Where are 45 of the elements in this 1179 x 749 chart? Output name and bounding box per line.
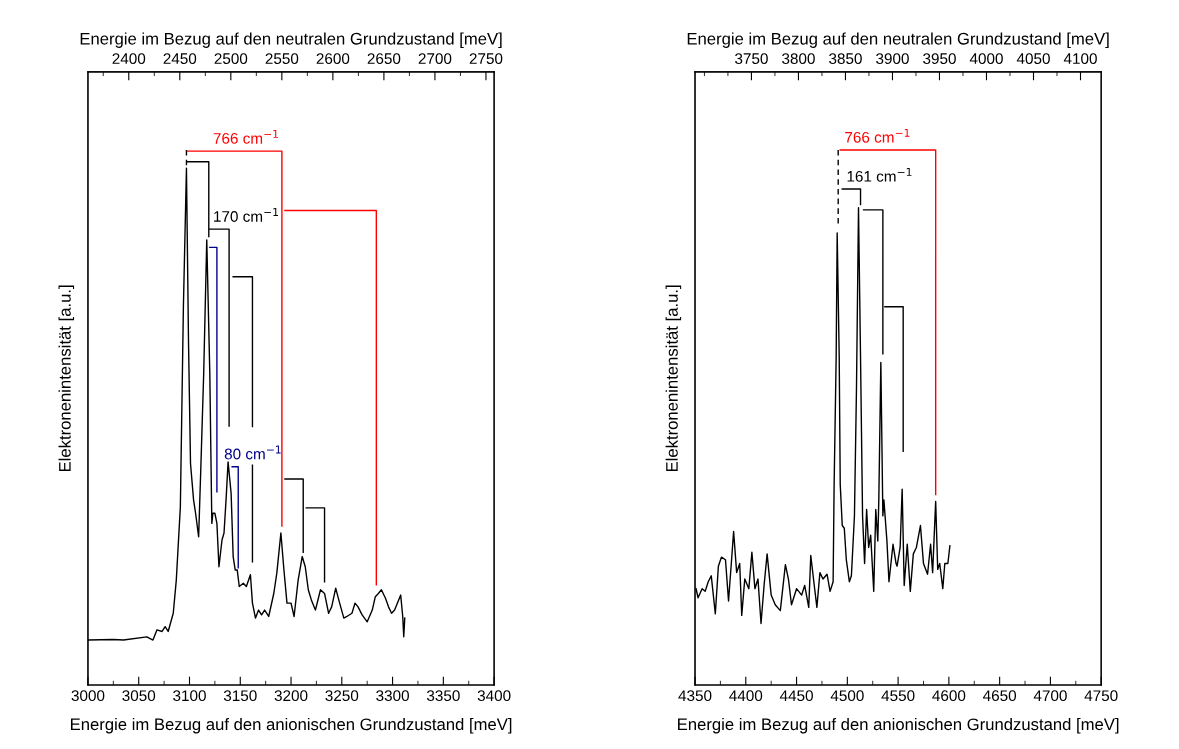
x2-tick-label: 2700 (418, 53, 452, 65)
x-tick-label: 4550 (881, 690, 915, 702)
x-tick-label: 4450 (779, 690, 813, 702)
x-tick-label: 3300 (376, 690, 409, 702)
x-tick-label: 3350 (426, 690, 460, 702)
x-tick-label: 4500 (830, 690, 864, 702)
annotation: 170 cm$^{−1}$ (214, 208, 278, 222)
x-tick-label: 3400 (477, 690, 511, 702)
x-tick-label: 4700 (1033, 690, 1067, 702)
x2-tick-label: 4100 (1063, 53, 1097, 65)
x2-tick-label: 2450 (163, 53, 197, 65)
x-tick-label: 3150 (223, 690, 257, 702)
x2-tick-label: 3750 (735, 53, 768, 65)
x-tick-label: 3200 (274, 690, 308, 702)
x2-tick-label: 2400 (112, 53, 146, 65)
y-axis-title: Elektronenintensität [a.u.] (58, 285, 75, 472)
x-tick-label: 3000 (71, 690, 105, 702)
x2-tick-label: 3900 (876, 53, 909, 65)
annotation: 80 cm$^{−1}$ (224, 445, 281, 460)
x2-tick-label: 2550 (265, 53, 299, 65)
y-axis-title: Elektronenintensität [a.u.] (665, 285, 682, 472)
x-tick-label: 3050 (122, 690, 156, 702)
x2-axis-title: Energie im Bezug auf den neutralen Grundzustand [meV] (80, 32, 502, 48)
x-tick-label: 3100 (173, 690, 206, 702)
x-tick-label: 4750 (1084, 690, 1118, 702)
x2-tick-label: 4000 (969, 53, 1003, 65)
x-tick-label: 4400 (729, 690, 763, 702)
annotation: 766 cm$^{−1}$ (845, 128, 910, 143)
x-tick-label: 4650 (983, 690, 1017, 702)
x2-tick-label: 2600 (316, 53, 350, 65)
x-tick-label: 4350 (678, 690, 712, 702)
x-axis-title: Energie im Bezug auf den anionischen Grundzustand [meV] (678, 717, 1119, 734)
annotation: 161 cm$^{−1}$ (847, 167, 912, 182)
x-tick-label: 4600 (932, 690, 966, 702)
x-tick-label: 3250 (325, 690, 359, 702)
x2-axis-title: Energie im Bezug auf den neutralen Grundzustand [meV] (687, 32, 1109, 48)
x2-tick-label: 2750 (469, 53, 503, 65)
annotation: 766 cm$^{−1}$ (213, 129, 278, 144)
x2-tick-label: 3950 (923, 53, 956, 65)
x2-tick-label: 3800 (782, 53, 815, 65)
x2-tick-label: 3850 (829, 53, 862, 65)
x2-tick-label: 4050 (1016, 53, 1050, 65)
x-axis-title: Energie im Bezug auf den anionischen Grundzustand [meV] (70, 717, 512, 734)
x2-tick-label: 2650 (367, 53, 401, 65)
x2-tick-label: 2500 (214, 53, 248, 65)
